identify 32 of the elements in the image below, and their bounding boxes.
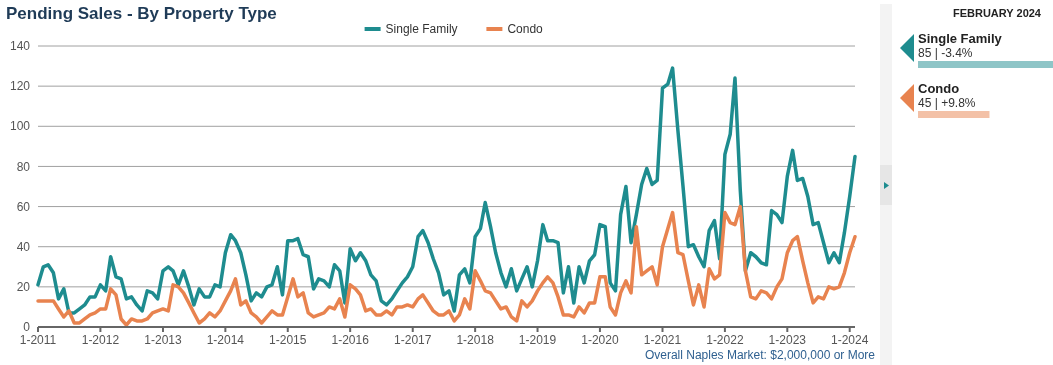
y-tick-label: 60 [16, 199, 31, 214]
legend-label: Single Family [385, 22, 458, 36]
y-tick-label: 20 [16, 280, 31, 295]
x-tick-label: 1-2021 [643, 333, 682, 347]
text: Overall Naples Market: $2,000,000 or More [644, 348, 876, 362]
x-tick-label: 1-2012 [81, 333, 120, 347]
x-tick-label: 1-2014 [206, 333, 245, 347]
data-label: 85 | -3.4% [918, 46, 973, 60]
chart-title: Pending Sales - By Property Type [6, 4, 277, 23]
x-tick-label: 1-2018 [456, 333, 495, 347]
x-tick-label: 1-2020 [581, 333, 619, 347]
y-tick-label: 0 [23, 320, 31, 335]
x-tick-label: 1-2022 [706, 333, 744, 347]
category-label: Single Family [918, 31, 1003, 46]
y-tick-label: 40 [16, 239, 31, 254]
x-tick-label: 1-2015 [269, 333, 307, 347]
x-tick-label: 1-2023 [768, 333, 807, 347]
x-tick-label: 1-2017 [394, 333, 432, 347]
y-tick-label: 140 [9, 39, 31, 54]
x-tick-label: 1-2011 [19, 333, 57, 347]
x-tick-label: 1-2013 [144, 333, 182, 347]
y-tick-label: 80 [16, 159, 31, 174]
x-tick-label: 1-2016 [331, 333, 370, 347]
data-label: 45 | +9.8% [918, 96, 976, 110]
text: FEBRUARY 2024 [952, 7, 1042, 19]
line-series [36, 66, 857, 315]
legend-label: Condo [507, 22, 544, 36]
y-tick-label: 100 [9, 119, 31, 134]
y-tick-label: 120 [9, 79, 31, 94]
x-tick-label: 1-2019 [518, 333, 557, 347]
x-tick-label: 1-2024 [831, 333, 869, 347]
category-label: Condo [918, 81, 960, 96]
